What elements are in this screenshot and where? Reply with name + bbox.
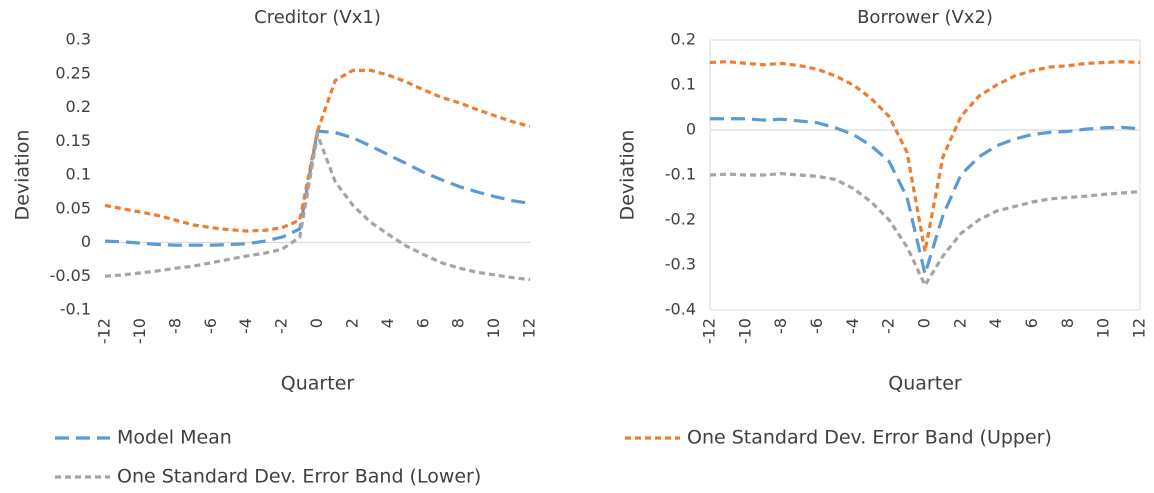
y-tick-label: 0.1 — [671, 75, 696, 94]
y-tick-label: 0.3 — [66, 30, 91, 49]
y-tick-label: -0.3 — [665, 255, 696, 274]
y-tick-label: -0.2 — [665, 210, 696, 229]
x-tick-label: 12 — [520, 318, 539, 338]
x-tick-label: -12 — [95, 318, 114, 344]
y-tick-label: 0.2 — [66, 97, 91, 116]
x-tick-label: 8 — [1058, 318, 1077, 328]
x-tick-label: -6 — [807, 318, 826, 334]
x-tick-label: -4 — [843, 318, 862, 334]
x-tick-label: -12 — [700, 318, 719, 344]
x-tick-label: 4 — [378, 318, 397, 328]
x-tick-label: 8 — [449, 318, 468, 328]
series-line — [710, 117, 1141, 281]
x-tick-label: -8 — [165, 318, 184, 334]
x-tick-label: -6 — [201, 318, 220, 334]
y-tick-label: 0.05 — [55, 198, 91, 217]
y-tick-label: -0.1 — [665, 165, 696, 184]
x-tick-label: -2 — [879, 318, 898, 334]
series-line — [104, 128, 531, 282]
y-tick-label: 0 — [686, 120, 696, 139]
y-tick-label: 0.15 — [55, 131, 91, 150]
x-axis-title: Quarter — [888, 373, 962, 395]
x-tick-label: 2 — [342, 318, 361, 328]
series-line — [709, 172, 1141, 289]
y-tick-label: 0.2 — [671, 30, 696, 49]
x-tick-label: 0 — [915, 318, 934, 328]
y-tick-label: -0.1 — [60, 300, 91, 319]
chart-title: Borrower (Vx2) — [857, 7, 993, 28]
y-tick-label: -0.4 — [665, 300, 696, 319]
x-tick-label: 0 — [307, 318, 326, 328]
x-tick-label: -8 — [771, 318, 790, 334]
x-tick-label: -10 — [735, 318, 754, 344]
series-line — [104, 129, 531, 247]
x-tick-label: -2 — [272, 318, 291, 334]
x-tick-label: 6 — [413, 318, 432, 328]
series-line — [709, 59, 1141, 252]
x-tick-label: 10 — [1094, 318, 1113, 338]
x-axis-title: Quarter — [281, 373, 355, 395]
x-tick-label: -4 — [236, 318, 255, 334]
y-tick-label: 0.25 — [55, 63, 91, 82]
x-tick-label: 6 — [1022, 318, 1041, 328]
chart-title: Creditor (Vx1) — [254, 7, 381, 28]
y-tick-label: 0 — [81, 232, 91, 251]
y-axis-title: Deviation — [12, 130, 34, 221]
legend-label: Model Mean — [117, 427, 232, 449]
x-tick-label: 12 — [1130, 318, 1149, 338]
x-tick-label: 4 — [986, 318, 1005, 328]
x-tick-label: -10 — [130, 318, 149, 344]
y-tick-label: -0.05 — [50, 266, 91, 285]
y-tick-label: 0.1 — [66, 165, 91, 184]
series-line — [104, 68, 531, 233]
legend-label: One Standard Dev. Error Band (Lower) — [117, 466, 481, 488]
legend-label: One Standard Dev. Error Band (Upper) — [687, 427, 1052, 449]
x-tick-label: 2 — [950, 318, 969, 328]
x-tick-label: 10 — [484, 318, 503, 338]
y-axis-title: Deviation — [617, 130, 639, 221]
